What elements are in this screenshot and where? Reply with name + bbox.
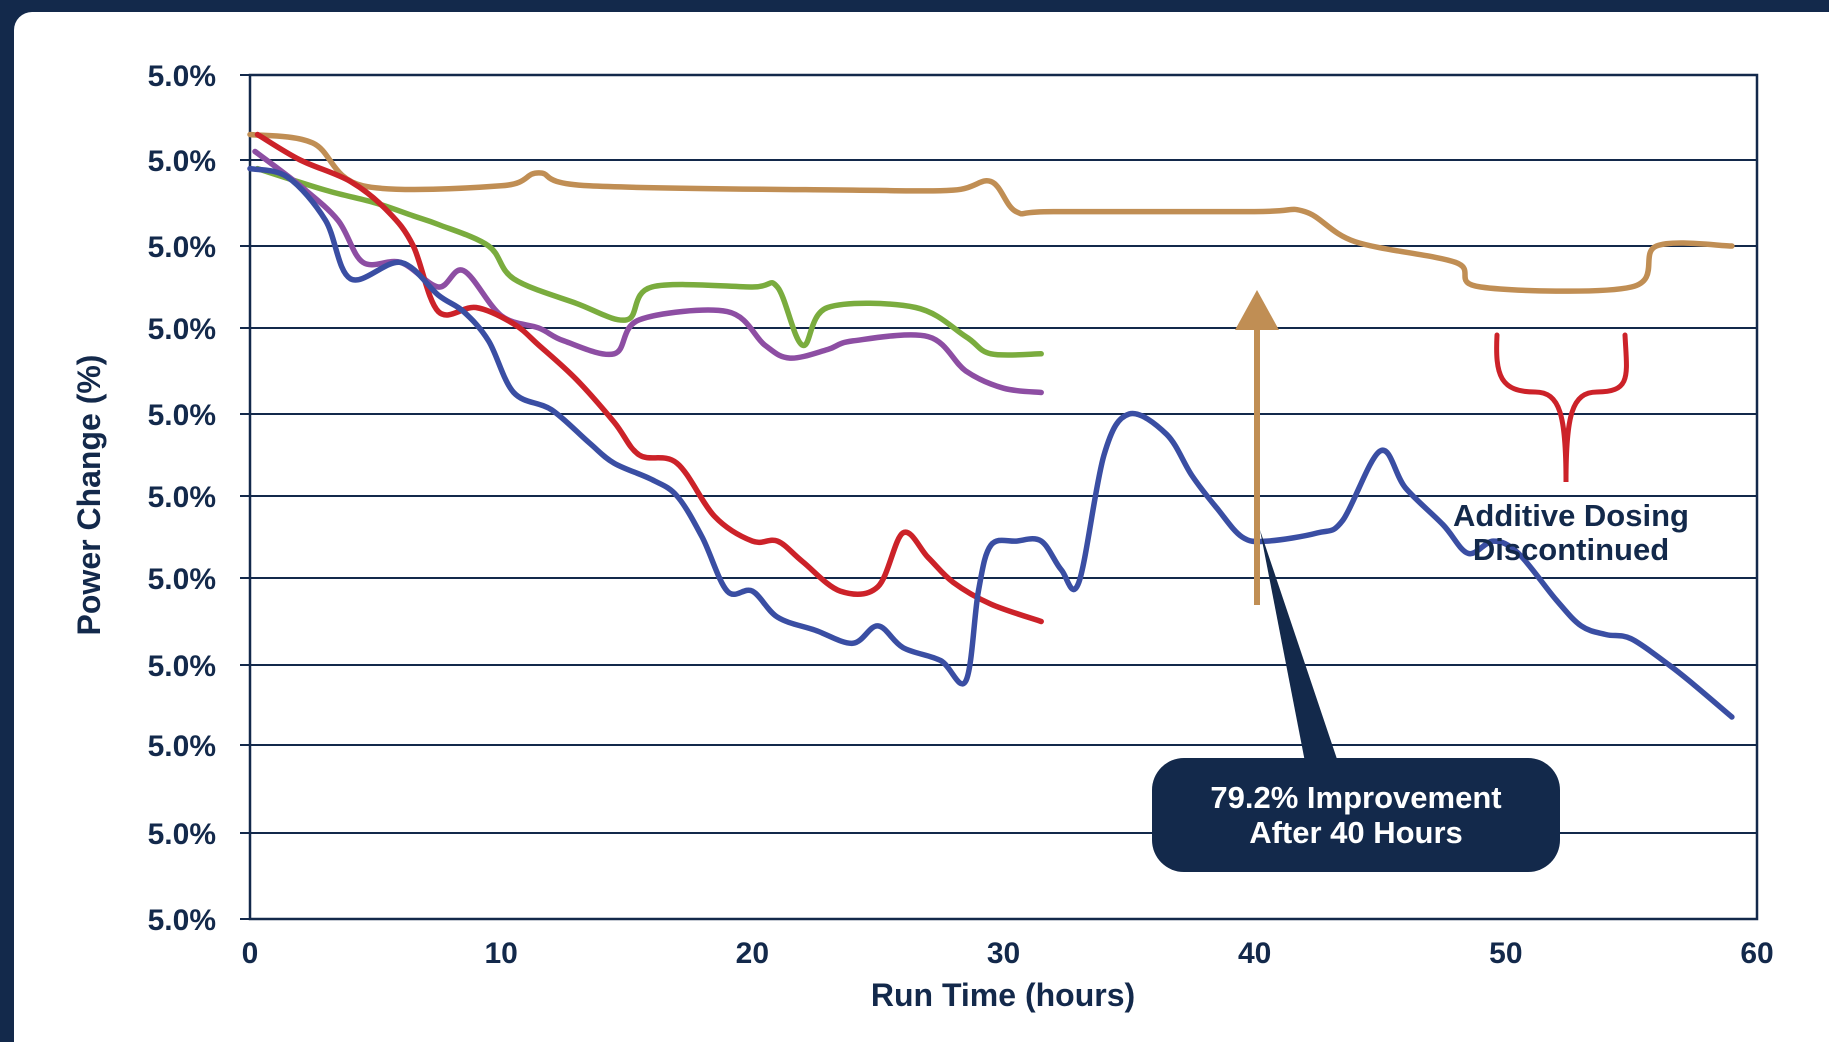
series-line-blue (247, 165, 1735, 720)
series-line-gold (247, 131, 1735, 294)
dosing-brace (1494, 332, 1629, 483)
x-tick-label: 10 (484, 937, 517, 970)
x-tick-labels: 0 10 20 30 40 50 60 (242, 937, 1774, 970)
x-tick-label: 40 (1238, 937, 1271, 970)
x-tick-label: 50 (1489, 937, 1522, 970)
y-tick-label: 5.0% (148, 818, 216, 851)
y-tick-label: 5.0% (148, 481, 216, 514)
y-tick-label: 5.0% (148, 60, 216, 93)
dosing-annotation-line2: Discontinued (1473, 532, 1669, 567)
y-tick-label: 5.0% (148, 904, 216, 937)
y-tick-label: 5.0% (148, 399, 216, 432)
series-line-purple (252, 148, 1044, 396)
y-axis-label: Power Change (%) (71, 355, 107, 636)
x-axis-label: Run Time (hours) (871, 977, 1135, 1013)
y-tick-labels: 5.0% 5.0% 5.0% 5.0% 5.0% 5.0% 5.0% 5.0% 5.0% 5.0%… (148, 60, 216, 937)
y-tick-label: 5.0% (148, 145, 216, 178)
improvement-callout-line2: After 40 Hours (1249, 815, 1463, 850)
x-tick-label: 60 (1740, 937, 1773, 970)
y-tick-label: 5.0% (148, 730, 216, 763)
x-tick-label: 20 (736, 937, 769, 970)
y-tick-label: 5.0% (148, 313, 216, 346)
dosing-annotation-line1: Additive Dosing (1453, 498, 1689, 533)
improvement-arrow (1235, 290, 1279, 605)
y-tick-label: 5.0% (148, 650, 216, 683)
y-tick-label: 5.0% (148, 563, 216, 596)
x-tick-label: 0 (242, 937, 259, 970)
improvement-callout-line1: 79.2% Improvement (1210, 780, 1501, 815)
plot-frame (248, 73, 1759, 921)
series-line-red (254, 131, 1044, 625)
series-lines (247, 131, 1735, 720)
improvement-callout: 79.2% Improvement After 40 Hours (1152, 530, 1560, 872)
y-tick-label: 5.0% (148, 231, 216, 264)
x-tick-label: 30 (987, 937, 1020, 970)
series-line-green (254, 165, 1044, 358)
